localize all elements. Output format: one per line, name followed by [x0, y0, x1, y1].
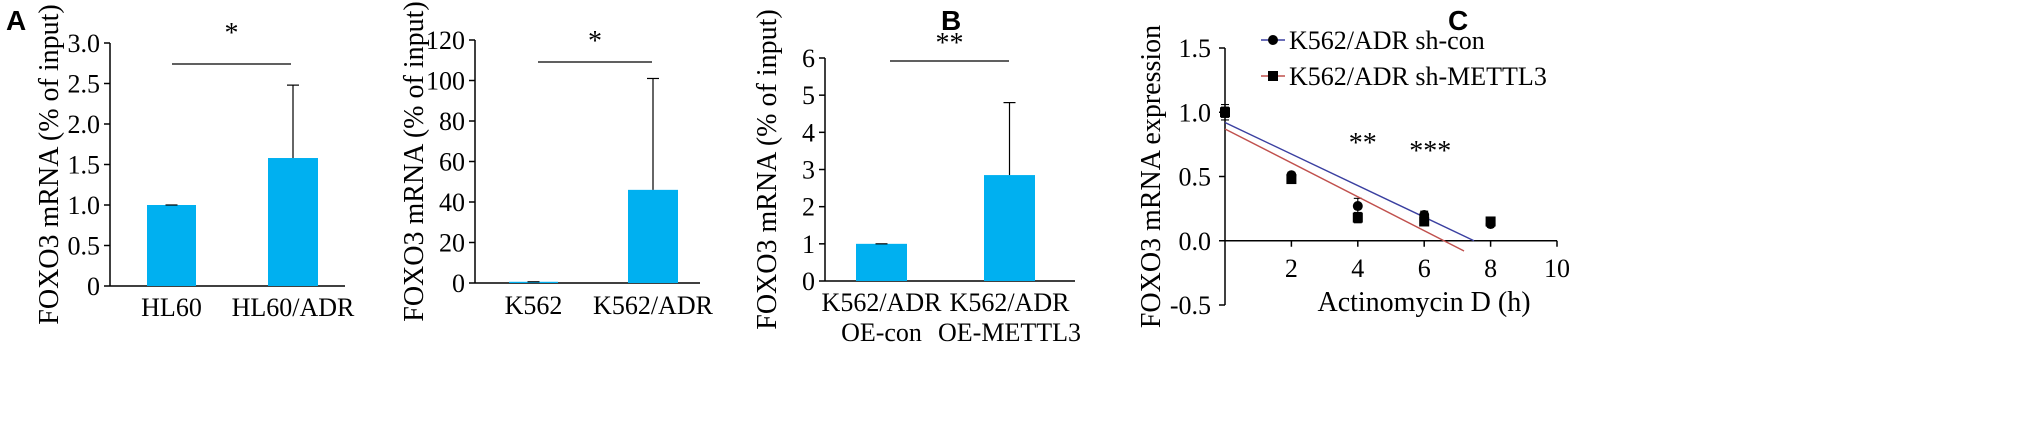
legend-label: K562/ADR sh-con: [1289, 26, 1485, 55]
x-tick-label: 10: [1544, 254, 1570, 283]
y-tick-label: 0.0: [1179, 227, 1212, 256]
significance-marker: **: [936, 28, 964, 59]
y-tick-label: 1.0: [1179, 98, 1212, 127]
data-point-circle: [1352, 201, 1363, 212]
y-tick-label: 120: [426, 26, 465, 55]
y-axis-title: FOXO3 mRNA (% of input): [752, 9, 783, 329]
panel-letter-c: C: [1448, 5, 1468, 36]
y-tick-label: 3.0: [68, 29, 101, 58]
significance-marker: ***: [1409, 136, 1451, 167]
data-point-square: [1286, 174, 1297, 185]
y-tick-label: 0.5: [1179, 163, 1212, 192]
y-tick-label: 20: [439, 229, 465, 258]
y-tick-label: 1: [802, 230, 815, 259]
significance-marker: *: [588, 26, 602, 57]
x-category-label: K562/ADR: [950, 288, 1071, 317]
y-tick-label: 6: [802, 44, 815, 73]
y-tick-label: 1.5: [1179, 34, 1212, 63]
bar: [628, 189, 678, 283]
bar: [147, 205, 196, 286]
x-tick-label: 4: [1351, 254, 1364, 283]
y-tick-label: 0: [87, 272, 100, 301]
bar: [856, 243, 907, 281]
y-axis-title: FOXO3 mRNA (% of input): [399, 1, 430, 321]
y-tick-label: 0.5: [68, 232, 101, 261]
x-category-label: K562/ADR: [822, 288, 943, 317]
y-tick-label: 0: [802, 267, 815, 296]
y-tick-label: 2.0: [68, 110, 101, 139]
panel-letter-a: A: [6, 5, 26, 36]
y-tick-label: 3: [802, 156, 815, 185]
x-tick-label: 8: [1484, 254, 1497, 283]
panel-letter-b: B: [941, 5, 961, 36]
fit-line: [1224, 121, 1475, 242]
y-tick-label: 1.0: [68, 191, 101, 220]
data-point-square: [1352, 212, 1363, 223]
x-tick-label: 2: [1285, 254, 1298, 283]
y-tick-label: 60: [439, 148, 465, 177]
data-point-square: [1419, 216, 1430, 227]
x-axis-title: Actinomycin D (h): [1317, 287, 1530, 318]
y-tick-label: 4: [802, 118, 815, 147]
x-category-label: HL60/ADR: [232, 293, 355, 322]
x-category-label: HL60: [141, 293, 202, 322]
legend-marker-circle: [1268, 35, 1278, 45]
bar: [509, 281, 558, 283]
legend-label: K562/ADR sh-METTL3: [1289, 62, 1547, 91]
x-category-label: OE-con: [841, 318, 922, 347]
significance-marker: *: [225, 18, 239, 49]
x-category-label: K562/ADR: [593, 291, 714, 320]
y-tick-label: 0: [452, 269, 465, 298]
significance-marker: **: [1349, 128, 1377, 159]
y-tick-label: 100: [426, 67, 465, 96]
x-category-label: K562: [505, 291, 563, 320]
y-tick-label: 40: [439, 188, 465, 217]
legend-marker-square: [1268, 71, 1278, 81]
y-tick-label: 5: [802, 81, 815, 110]
data-point-square: [1220, 107, 1230, 118]
x-category-label: OE-METTL3: [938, 318, 1081, 347]
data-point-square: [1485, 216, 1496, 227]
bar: [268, 158, 318, 286]
fit-line: [1224, 128, 1465, 252]
y-axis-title: FOXO3 mRNA (% of input): [34, 4, 65, 324]
chart-c-decay: -0.5 0.0 0.5 1.0 1.5 2 4 6 8 10 FOXO3 mRNA express…: [1136, 25, 1570, 328]
x-tick-label: 6: [1418, 254, 1431, 283]
bar: [984, 175, 1035, 281]
y-tick-label: -0.5: [1170, 291, 1211, 320]
y-tick-label: 80: [439, 107, 465, 136]
y-tick-label: 2: [802, 193, 815, 222]
y-tick-label: 1.5: [68, 151, 101, 180]
y-axis-title: FOXO3 mRNA expression: [1136, 25, 1167, 328]
y-tick-label: 2.5: [68, 70, 101, 99]
